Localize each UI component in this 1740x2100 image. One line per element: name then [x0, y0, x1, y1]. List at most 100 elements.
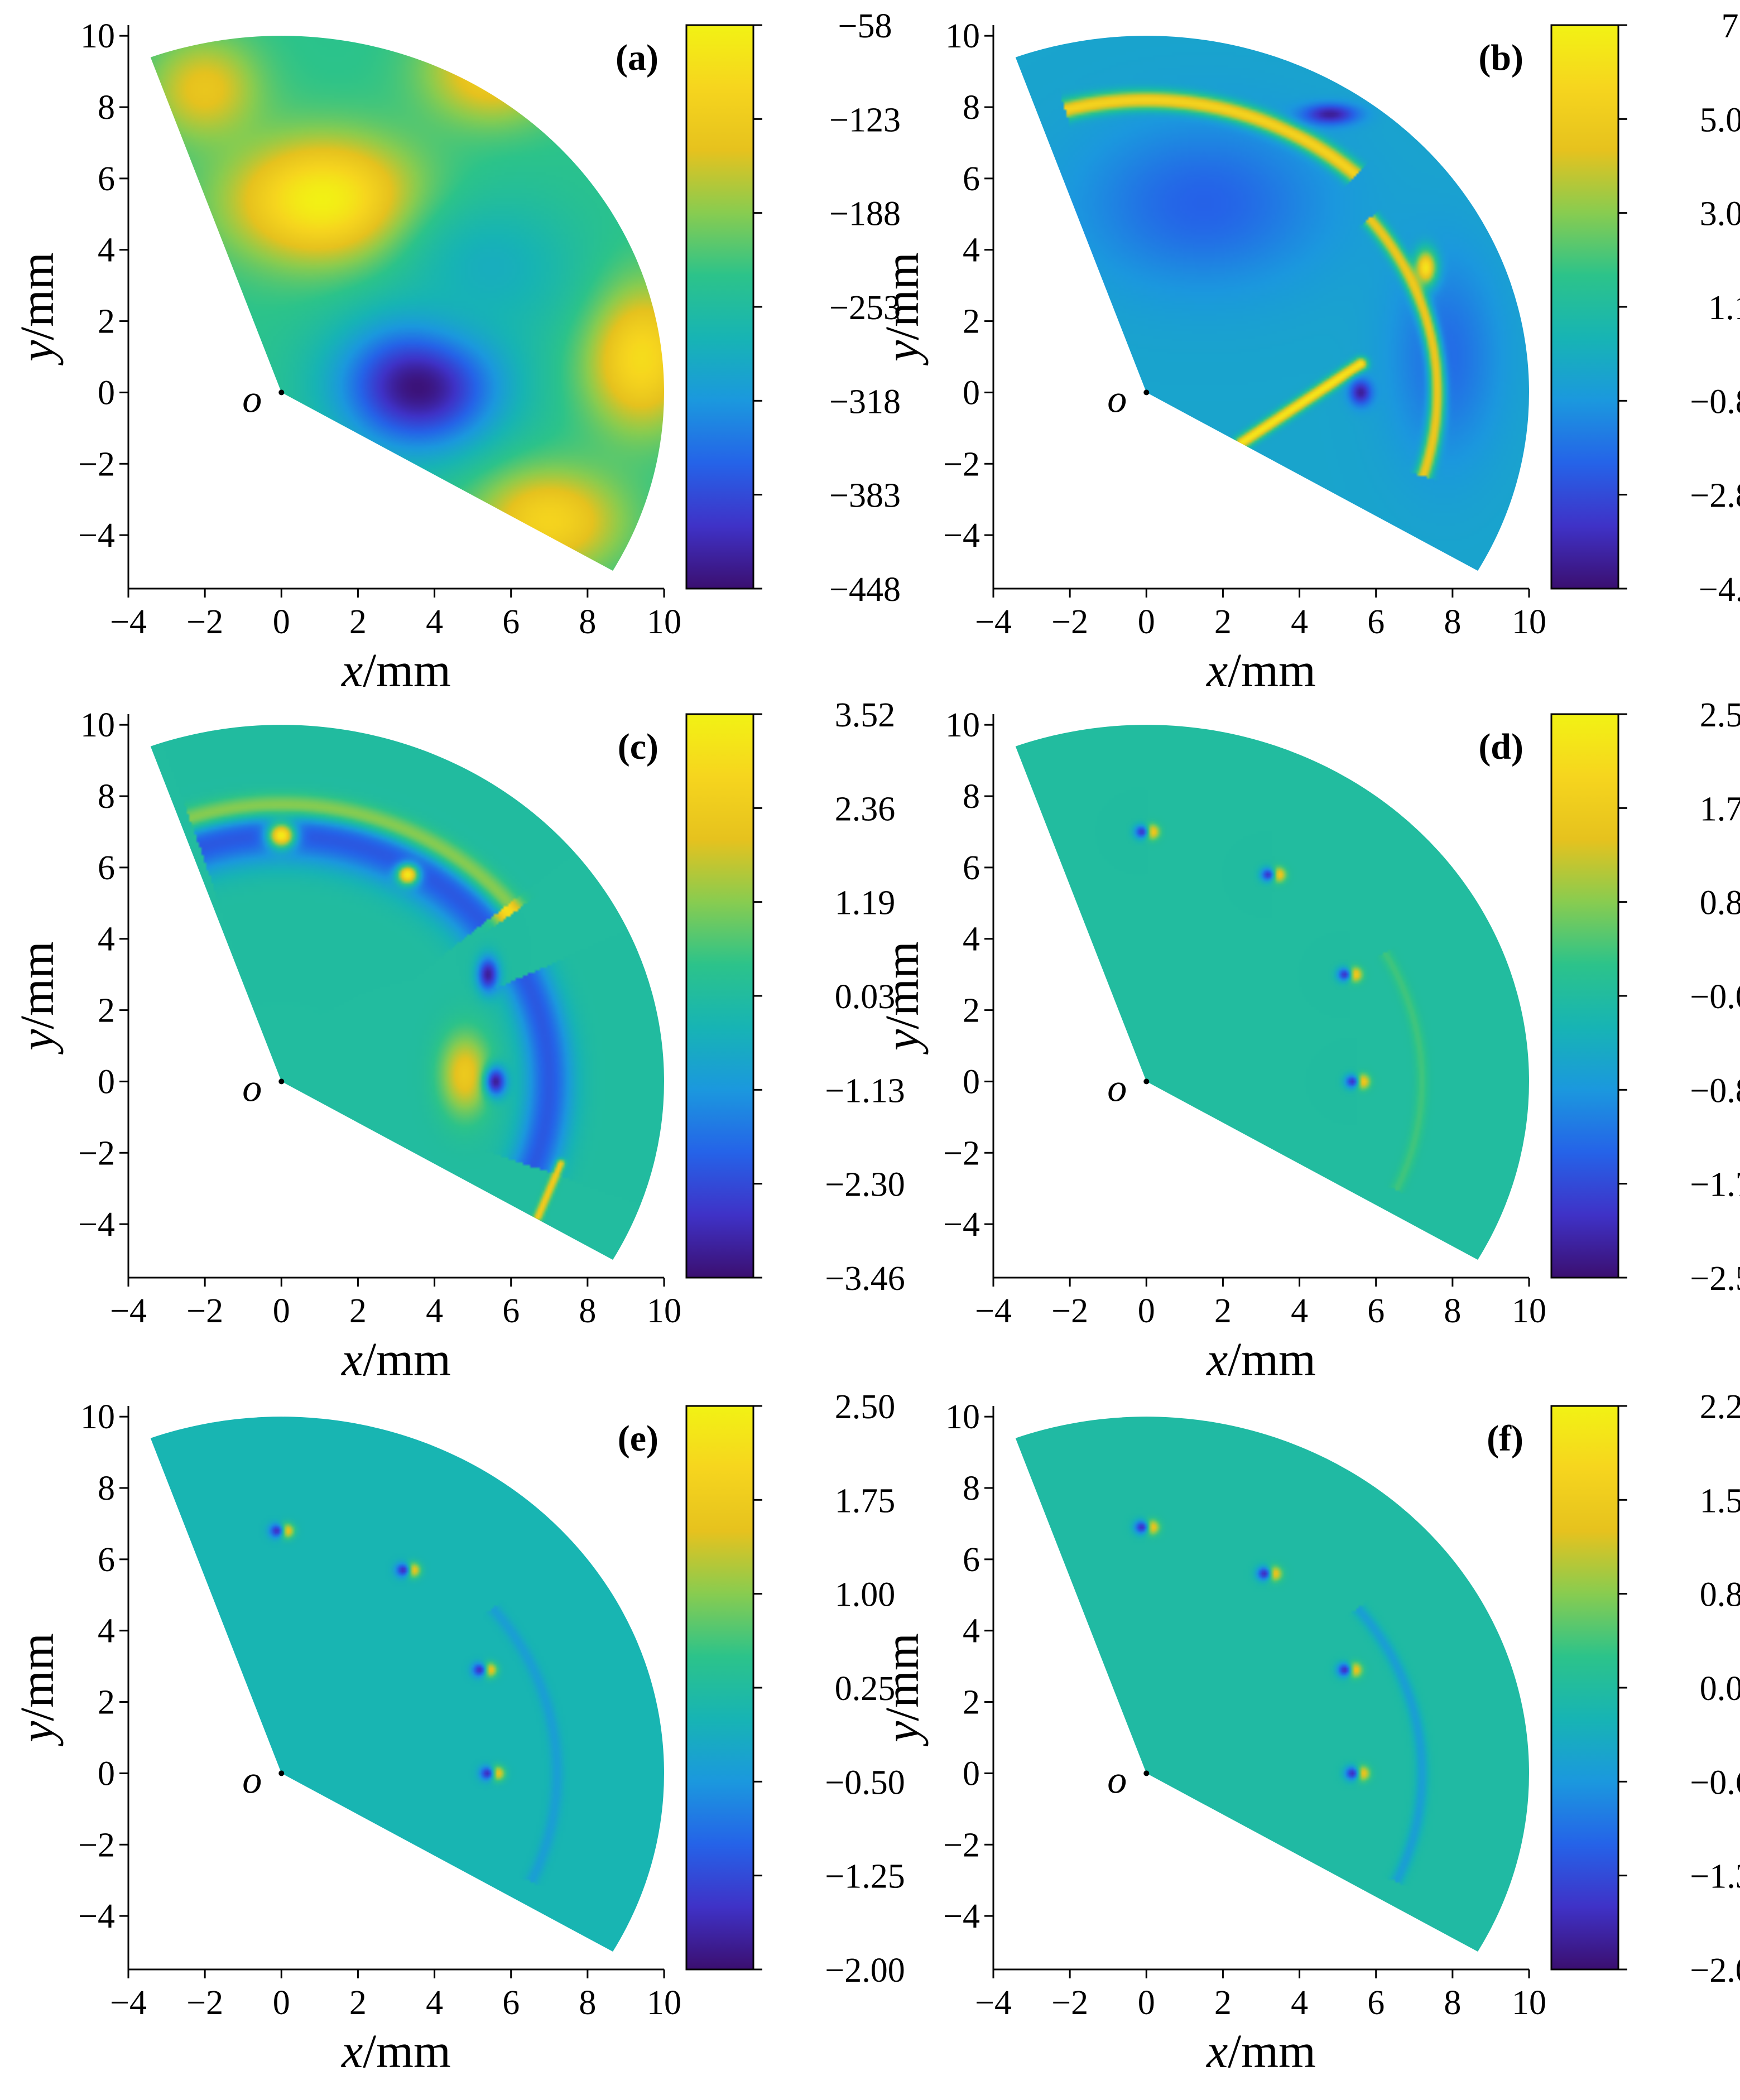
panel-label: (e) [618, 1418, 658, 1459]
colorbar-tick-label: −2.30 [825, 1166, 905, 1204]
y-tick-label: −4 [78, 517, 115, 555]
x-axis-title: x/mm [340, 643, 451, 697]
colorbar-tick-label: −0.87 [1690, 1072, 1740, 1110]
origin-label: o [1107, 1759, 1127, 1802]
x-tick-label: 0 [1138, 1984, 1155, 2022]
x-axis-var: x [1205, 2024, 1228, 2078]
y-tick-label: 6 [963, 160, 980, 198]
y-tick-label: −2 [943, 445, 980, 483]
heatmap-field [150, 36, 664, 571]
heatmap-field [1015, 36, 1529, 571]
y-axis-unit: /mm [875, 941, 929, 1029]
heatmap-field [150, 1417, 664, 1952]
y-tick-label: 2 [963, 1684, 980, 1722]
panel-e: −4 −2 0 2 4 6 8 10−4−20246810x/mmy/mmo(e)2.501.… [10, 1388, 905, 2078]
y-axis-unit: /mm [875, 1633, 929, 1721]
heatmap-field [1015, 725, 1529, 1260]
y-tick-label: 4 [963, 1612, 980, 1650]
x-tick-label: 8 [1444, 603, 1461, 641]
origin-dot [278, 1078, 285, 1085]
y-axis-var: y [10, 1721, 64, 1747]
x-tick-label: 6 [1367, 603, 1385, 641]
origin-dot [1143, 1770, 1150, 1776]
origin-dot [1143, 1078, 1150, 1085]
y-tick-label: 8 [963, 89, 980, 127]
y-axis-title: y/mm [875, 941, 929, 1055]
y-tick-label: −2 [78, 445, 115, 483]
y-tick-label: 8 [98, 89, 115, 127]
colorbar-tick-label: 3.07 [1700, 195, 1740, 233]
x-tick-label: 4 [426, 1984, 443, 2022]
colorbar [1550, 713, 1619, 1279]
x-tick-label: 0 [273, 1984, 290, 2022]
x-tick-label: −4 [110, 1984, 147, 2022]
y-tick-label: −4 [943, 517, 980, 555]
colorbar-tick-label: −1.72 [1690, 1166, 1740, 1204]
y-axis-unit: /mm [10, 941, 64, 1029]
heatmap-field [150, 725, 664, 1260]
colorbar-tick-label: −1.25 [825, 1858, 905, 1896]
x-axis-title: x/mm [1205, 2024, 1316, 2078]
x-axis-title: x/mm [340, 1332, 451, 1386]
y-axis-var: y [10, 340, 64, 366]
y-tick-label: 4 [963, 232, 980, 269]
y-tick-label: 6 [963, 1541, 980, 1579]
y-tick-label: 4 [98, 1612, 115, 1650]
colorbar-tick-label: 1.70 [1700, 790, 1740, 828]
x-tick-label: −4 [975, 1292, 1012, 1330]
colorbar-tick-label: 2.50 [835, 1388, 896, 1426]
y-tick-label: 0 [98, 1063, 115, 1101]
panel-c: −4 −2 0 2 4 6 8 10−4−20246810x/mmy/mmo(c)3.522.… [10, 696, 905, 1386]
x-tick-label: 8 [579, 1984, 596, 2022]
y-axis-var: y [875, 1721, 929, 1747]
x-axis-unit: /mm [1228, 2024, 1316, 2078]
colorbar-tick-label: −0.64 [1690, 1764, 1740, 1802]
panel-label: (a) [616, 37, 658, 78]
x-axis-unit: /mm [1228, 1332, 1316, 1386]
x-tick-label: 6 [502, 1984, 520, 2022]
colorbar-tick-label: −58 [838, 7, 892, 45]
x-axis-unit: /mm [1228, 643, 1316, 697]
panel-a: −4 −2 0 2 4 6 8 10−4−20246810x/mmy/mmo(a)−58−12… [10, 7, 901, 697]
heatmap-field [1015, 1417, 1529, 1952]
colorbar-tick-label: −1.36 [1690, 1858, 1740, 1896]
y-tick-label: 4 [98, 232, 115, 269]
colorbar-tick-label: 1.52 [1700, 1482, 1740, 1520]
colorbar-tick-label: −2.58 [1690, 1260, 1740, 1298]
y-tick-label: 8 [963, 1470, 980, 1507]
x-tick-label: 2 [349, 1292, 367, 1330]
x-tick-label: 2 [349, 603, 367, 641]
colorbar [1550, 1405, 1619, 1971]
y-tick-label: 8 [98, 778, 115, 816]
panel-d: −4−20246810−4−20246810x/mmy/mmo(d)2.561.… [875, 696, 1740, 1386]
colorbar-tick-label: 1.75 [835, 1482, 896, 1520]
x-tick-label: −4 [110, 603, 147, 641]
colorbar-tick-label: 0.25 [835, 1670, 896, 1708]
x-tick-label: 10 [647, 1292, 681, 1330]
y-tick-label: 0 [98, 374, 115, 412]
y-tick-label: 10 [945, 17, 980, 55]
x-tick-label: 8 [1444, 1984, 1461, 2022]
x-tick-label: −2 [1051, 603, 1088, 641]
colorbar-tick-label: 0.80 [1700, 1576, 1740, 1614]
x-tick-label: −2 [1051, 1292, 1088, 1330]
colorbar-tick-label: 3.52 [835, 696, 896, 734]
x-axis-unit: /mm [363, 643, 451, 697]
y-axis-title: y/mm [875, 252, 929, 366]
y-tick-label: 8 [963, 778, 980, 816]
y-tick-label: 2 [98, 1684, 115, 1722]
y-tick-label: 10 [80, 17, 115, 55]
x-axis-title: x/mm [1205, 643, 1316, 697]
panel-label: (b) [1478, 37, 1523, 78]
colorbar-tick-label: −2.83 [1690, 477, 1740, 515]
x-axis-unit: /mm [363, 2024, 451, 2078]
y-axis-var: y [10, 1029, 64, 1055]
colorbar-tick-label: 0.85 [1700, 884, 1740, 922]
panel-label: (d) [1478, 726, 1523, 767]
colorbar [1550, 24, 1619, 590]
colorbar-tick-label: 2.24 [1700, 1388, 1740, 1426]
colorbar-tick-label: −188 [829, 195, 901, 233]
x-axis-title: x/mm [340, 2024, 451, 2078]
x-tick-label: 0 [273, 1292, 290, 1330]
y-tick-label: 0 [963, 1063, 980, 1101]
